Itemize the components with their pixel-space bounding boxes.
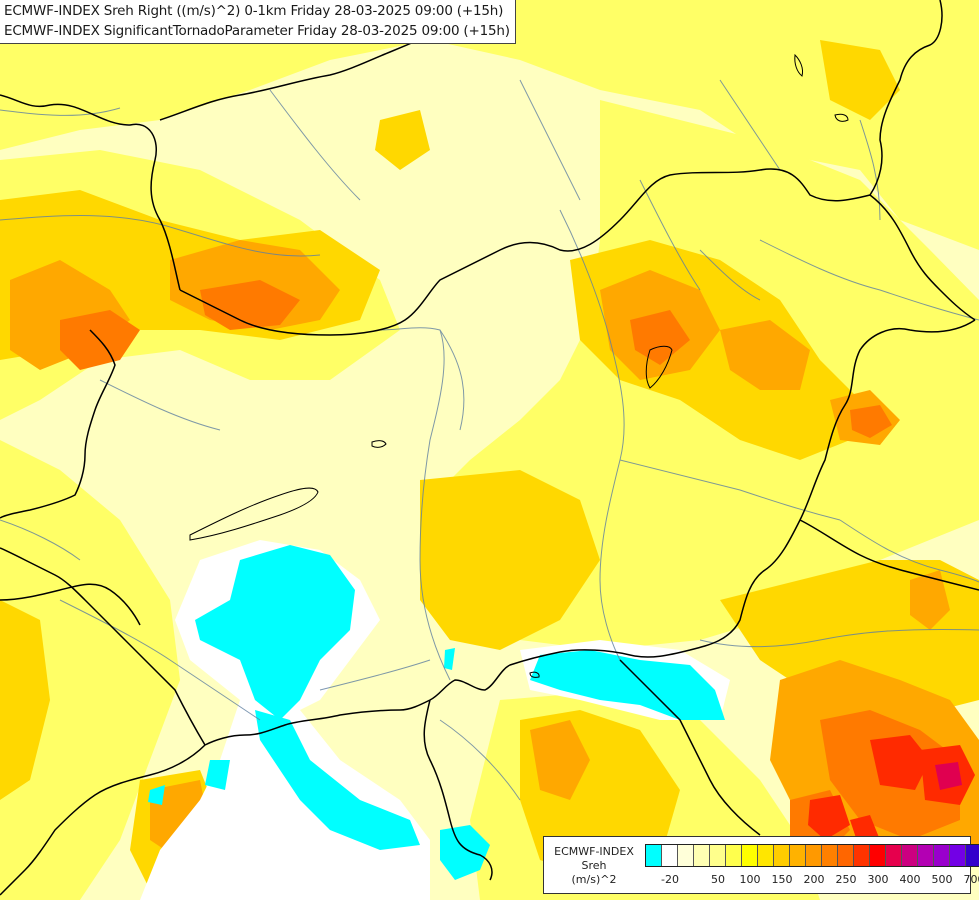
legend-tick-label: 500 bbox=[931, 873, 953, 886]
legend-title: ECMWF-INDEX Sreh (m/s)^2 bbox=[550, 845, 638, 887]
legend-swatch bbox=[966, 845, 979, 866]
legend-swatch bbox=[806, 845, 822, 866]
legend-swatch bbox=[726, 845, 742, 866]
legend-title-model: ECMWF-INDEX bbox=[554, 845, 634, 858]
legend-title-unit: (m/s)^2 bbox=[571, 873, 617, 886]
legend-title-parameter: Sreh bbox=[581, 859, 607, 872]
title-line-stp: ECMWF-INDEX SignificantTornadoParameter … bbox=[4, 23, 510, 39]
legend-swatch bbox=[662, 845, 678, 866]
legend-swatch bbox=[774, 845, 790, 866]
rivers bbox=[0, 79, 979, 801]
legend-color-scale bbox=[645, 844, 979, 867]
magenta-zones bbox=[935, 762, 962, 790]
lake-outlines bbox=[189, 53, 849, 678]
legend-swatch bbox=[918, 845, 934, 866]
legend-tick-label: -20 bbox=[661, 873, 679, 886]
legend-tick-labels: -20 50 100 150 200 250 300 400 500 700 bbox=[645, 873, 979, 889]
legend-tick-label: 700 bbox=[963, 873, 979, 886]
legend-tick-label: 200 bbox=[803, 873, 825, 886]
title-line-sreh: ECMWF-INDEX Sreh Right ((m/s)^2) 0-1km F… bbox=[4, 3, 504, 19]
cyan-zones bbox=[148, 545, 725, 880]
legend-swatch bbox=[822, 845, 838, 866]
legend-tick-label: 250 bbox=[835, 873, 857, 886]
legend-swatch bbox=[710, 845, 726, 866]
legend-swatch bbox=[950, 845, 966, 866]
legend-tick-label: 150 bbox=[771, 873, 793, 886]
color-legend: ECMWF-INDEX Sreh (m/s)^2 -20 50 100 150 200 2… bbox=[543, 836, 979, 894]
legend-tick-label: 100 bbox=[739, 873, 761, 886]
legend-swatch bbox=[838, 845, 854, 866]
legend-swatch bbox=[694, 845, 710, 866]
legend-swatch bbox=[790, 845, 806, 866]
legend-tick-label: 300 bbox=[867, 873, 889, 886]
legend-swatch bbox=[870, 845, 886, 866]
legend-swatch bbox=[854, 845, 870, 866]
legend-tick-label: 50 bbox=[711, 873, 725, 886]
legend-swatch bbox=[758, 845, 774, 866]
legend-swatch bbox=[742, 845, 758, 866]
legend-swatch bbox=[902, 845, 918, 866]
legend-swatch bbox=[934, 845, 950, 866]
map-title-box: ECMWF-INDEX Sreh Right ((m/s)^2) 0-1km F… bbox=[0, 0, 516, 44]
legend-swatch bbox=[646, 845, 662, 866]
legend-tick-label: 400 bbox=[899, 873, 921, 886]
legend-swatch bbox=[886, 845, 902, 866]
legend-swatch bbox=[678, 845, 694, 866]
